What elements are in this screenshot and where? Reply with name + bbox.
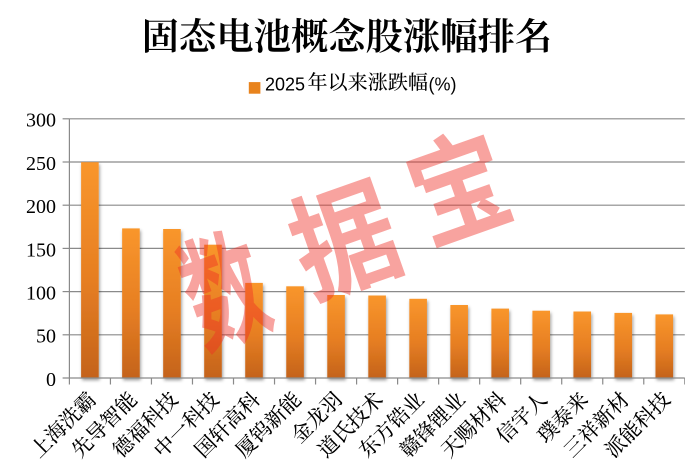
svg-text:150: 150 [26,239,56,261]
svg-text:100: 100 [26,283,56,305]
svg-text:0: 0 [46,369,56,391]
svg-text:2025: 2025 [265,74,305,94]
svg-text:200: 200 [26,196,56,218]
svg-text:300: 300 [26,110,56,132]
svg-text:50: 50 [36,326,56,348]
svg-text:(%): (%) [429,74,457,94]
svg-text:250: 250 [26,153,56,175]
